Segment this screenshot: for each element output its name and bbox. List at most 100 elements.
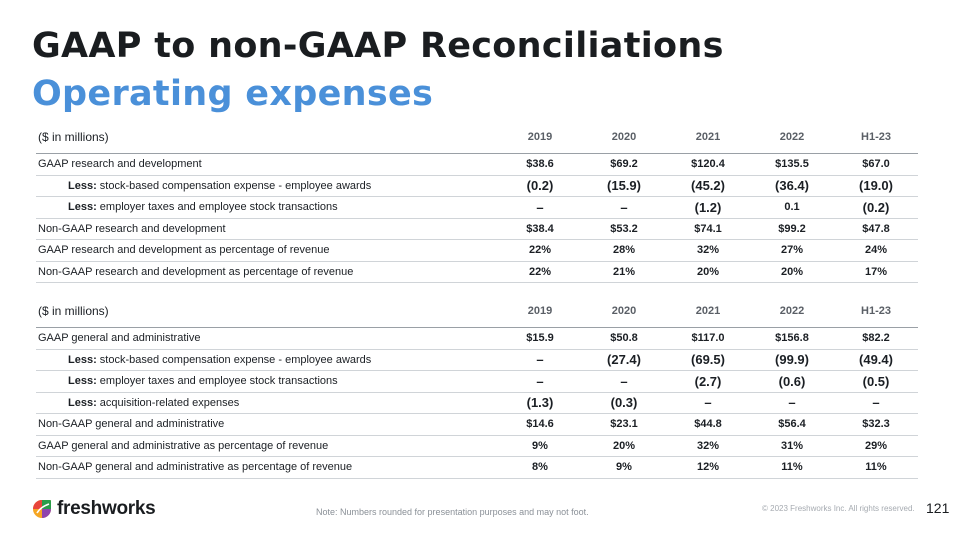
freshworks-logo-text: freshworks xyxy=(57,498,156,519)
table-cell: (0.6) xyxy=(750,370,834,393)
table-cell: $67.0 xyxy=(834,153,918,176)
column-header: H1-23 xyxy=(834,295,918,328)
table-cell: 28% xyxy=(582,239,666,262)
row-label: Non-GAAP general and administrative as p… xyxy=(36,456,498,479)
less-prefix: Less: xyxy=(68,396,97,409)
table-cell: (2.7) xyxy=(666,370,750,393)
row-label-text: Non-GAAP research and development xyxy=(38,222,226,235)
row-label: Less: employer taxes and employee stock … xyxy=(36,370,498,393)
row-label-text: stock-based compensation expense - emplo… xyxy=(96,353,372,366)
row-label: GAAP general and administrative xyxy=(36,327,498,350)
row-label-text: GAAP general and administrative xyxy=(38,332,201,345)
table-cell: (1.3) xyxy=(498,392,582,414)
freshworks-logo: freshworks xyxy=(32,497,156,521)
table-cell: 21% xyxy=(582,261,666,283)
table-cell: (27.4) xyxy=(582,349,666,371)
table-row: GAAP general and administrative $15.9 $50.… xyxy=(36,327,918,350)
table-cell: (0.2) xyxy=(834,196,918,219)
table-cell: $117.0 xyxy=(666,327,750,350)
table-cell: (0.3) xyxy=(582,392,666,414)
table-cell: 0.1 xyxy=(750,196,834,219)
table-row: Less: stock-based compensation expense -… xyxy=(36,349,918,371)
page-subtitle: Operating expenses xyxy=(32,74,434,114)
table-cell: (0.5) xyxy=(834,370,918,393)
table-cell: 22% xyxy=(498,239,582,262)
table-row: Non-GAAP general and administrative $14.6… xyxy=(36,413,918,436)
table-row: GAAP research and development $38.6 $69.2 $… xyxy=(36,153,918,176)
table-cell: – xyxy=(834,392,918,414)
footnote: Note: Numbers rounded for presentation p… xyxy=(316,507,589,517)
row-label-text: acquisition-related expenses xyxy=(96,396,240,409)
table-row: Non-GAAP research and development $38.4 $5… xyxy=(36,218,918,240)
table-row: Less: stock-based compensation expense -… xyxy=(36,175,918,197)
row-label-text: employer taxes and employee stock transa… xyxy=(96,375,338,388)
table-cell: 9% xyxy=(498,435,582,457)
table-row: GAAP research and development as percent… xyxy=(36,239,918,262)
table-cell: – xyxy=(666,392,750,414)
table-cell: (49.4) xyxy=(834,349,918,371)
table-row: GAAP general and administrative as perce… xyxy=(36,435,918,457)
table-cell: 32% xyxy=(666,239,750,262)
row-label-text: employer taxes and employee stock transa… xyxy=(96,201,338,214)
table-cell: – xyxy=(498,196,582,219)
table-cell: $74.1 xyxy=(666,218,750,240)
table-header-row: ($ in millions) 2019 2020 2021 2022 H1-23 xyxy=(36,295,918,328)
table-cell: – xyxy=(582,370,666,393)
row-label: Less: acquisition-related expenses xyxy=(36,392,498,414)
table-cell: $56.4 xyxy=(750,413,834,436)
table-cell: 11% xyxy=(834,456,918,479)
row-label: Non-GAAP general and administrative xyxy=(36,413,498,436)
page-number: 121 xyxy=(926,500,950,516)
table-cell: 31% xyxy=(750,435,834,457)
column-header: 2020 xyxy=(582,295,666,328)
table-cell: – xyxy=(750,392,834,414)
column-header: 2021 xyxy=(666,121,750,154)
table-cell: (15.9) xyxy=(582,175,666,197)
table-cell: $38.6 xyxy=(498,153,582,176)
table-cell: $47.8 xyxy=(834,218,918,240)
row-label: GAAP research and development xyxy=(36,153,498,176)
research-development-table: ($ in millions) 2019 2020 2021 2022 H1-23 GAA… xyxy=(36,121,918,283)
table-row: Less: employer taxes and employee stock … xyxy=(36,370,918,393)
table-cell: 12% xyxy=(666,456,750,479)
page-title: GAAP to non-GAAP Reconciliations xyxy=(32,26,724,66)
table-cell: (1.2) xyxy=(666,196,750,219)
table-cell: 20% xyxy=(750,261,834,283)
row-label: Less: stock-based compensation expense -… xyxy=(36,349,498,371)
less-prefix: Less: xyxy=(68,179,97,192)
table-cell: 17% xyxy=(834,261,918,283)
row-label-text: GAAP research and development as percent… xyxy=(38,244,330,257)
table-cell: 11% xyxy=(750,456,834,479)
row-label: Less: stock-based compensation expense -… xyxy=(36,175,498,197)
table-cell: $23.1 xyxy=(582,413,666,436)
row-label: Non-GAAP research and development as per… xyxy=(36,261,498,283)
table-cell: – xyxy=(582,196,666,219)
table-cell: – xyxy=(498,370,582,393)
table-cell: $82.2 xyxy=(834,327,918,350)
table-cell: $50.8 xyxy=(582,327,666,350)
column-header: 2022 xyxy=(750,121,834,154)
row-label-text: Non-GAAP general and administrative xyxy=(38,418,225,431)
table-cell: 8% xyxy=(498,456,582,479)
column-header: 2021 xyxy=(666,295,750,328)
table-cell: 20% xyxy=(582,435,666,457)
row-label: Less: employer taxes and employee stock … xyxy=(36,196,498,219)
table-cell: $135.5 xyxy=(750,153,834,176)
table-cell: – xyxy=(498,349,582,371)
table-cell: 27% xyxy=(750,239,834,262)
table-cell: $99.2 xyxy=(750,218,834,240)
row-label-text: stock-based compensation expense - emplo… xyxy=(96,179,372,192)
unit-label: ($ in millions) xyxy=(36,295,498,328)
unit-label: ($ in millions) xyxy=(36,121,498,154)
table-cell: $14.6 xyxy=(498,413,582,436)
table-cell: $69.2 xyxy=(582,153,666,176)
table-cell: 29% xyxy=(834,435,918,457)
column-header: 2019 xyxy=(498,295,582,328)
table-cell: (69.5) xyxy=(666,349,750,371)
less-prefix: Less: xyxy=(68,375,97,388)
table-cell: (45.2) xyxy=(666,175,750,197)
column-header: 2019 xyxy=(498,121,582,154)
table-cell: 22% xyxy=(498,261,582,283)
less-prefix: Less: xyxy=(68,353,97,366)
row-label: Non-GAAP research and development xyxy=(36,218,498,240)
